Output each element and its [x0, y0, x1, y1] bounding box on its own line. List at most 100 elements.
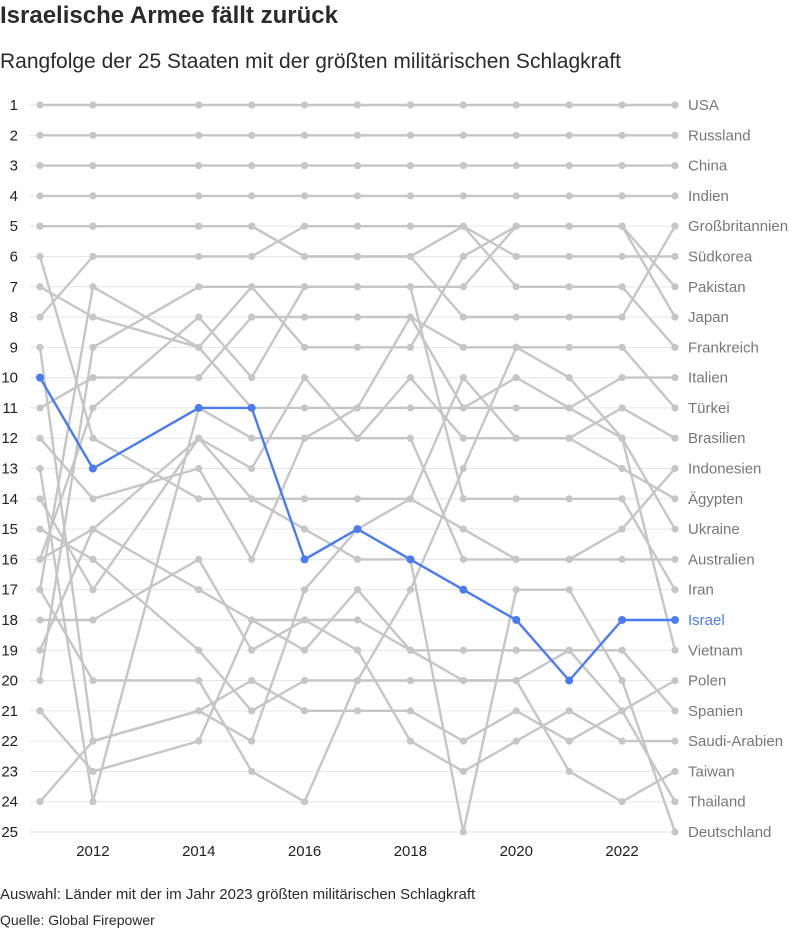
y-tick-label: 11 [2, 400, 18, 417]
data-point [248, 161, 256, 170]
data-point [512, 615, 521, 624]
data-point [36, 373, 44, 382]
data-point [459, 222, 467, 230]
series-line [38, 285, 677, 681]
data-point [618, 374, 626, 382]
data-point [195, 646, 203, 654]
data-point [406, 737, 415, 745]
data-point [353, 495, 362, 503]
data-point [300, 495, 309, 503]
gridlines [30, 104, 675, 833]
data-point [195, 283, 203, 291]
data-point [195, 101, 203, 109]
data-point [406, 646, 415, 654]
data-point [248, 313, 256, 321]
series-südkorea [36, 222, 679, 321]
data-point [618, 404, 626, 412]
data-point [406, 555, 415, 564]
data-point [671, 828, 679, 836]
chart-subtitle: Rangfolge der 25 Staaten mit der größten… [0, 50, 621, 73]
data-point [195, 707, 203, 715]
data-point [195, 161, 203, 170]
data-point [671, 252, 679, 261]
series-indien [36, 192, 679, 200]
y-tick-label: 6 [10, 248, 18, 265]
data-point [36, 434, 44, 442]
y-tick-label: 7 [10, 279, 18, 296]
series-line [39, 588, 676, 773]
series-label: Israel [688, 612, 725, 629]
data-point [195, 313, 203, 321]
series-deutschland [36, 252, 679, 836]
data-point [353, 525, 362, 534]
data-point [89, 525, 97, 533]
series-label: Türkei [688, 400, 730, 417]
data-point [406, 252, 415, 261]
data-point [300, 343, 309, 351]
data-point [353, 161, 362, 170]
data-point [89, 404, 97, 412]
data-point [36, 343, 44, 351]
data-point [195, 464, 203, 473]
series-label: Iran [688, 582, 714, 599]
data-point [565, 495, 573, 503]
data-point [195, 555, 203, 563]
data-point [300, 616, 309, 624]
y-tick-label: 5 [10, 218, 18, 235]
series-iran [36, 283, 679, 685]
series-line [38, 224, 677, 590]
series-vietnam [36, 343, 679, 806]
data-point [89, 616, 97, 624]
data-point [406, 404, 415, 412]
data-point [353, 616, 362, 624]
series-line [39, 315, 676, 409]
x-tick-label: 2016 [288, 843, 321, 860]
x-tick-label: 2018 [394, 843, 427, 860]
series-line [38, 256, 677, 834]
data-point [459, 374, 467, 382]
data-point [353, 131, 362, 139]
data-point [618, 252, 626, 261]
data-point [248, 767, 256, 776]
data-point [618, 707, 626, 715]
data-point [671, 161, 679, 170]
data-point [671, 646, 679, 654]
y-tick-label: 21 [1, 703, 18, 720]
data-point [248, 555, 256, 563]
y-tick-label: 8 [10, 309, 18, 326]
data-point [512, 222, 520, 230]
data-point [89, 798, 97, 806]
data-point [195, 434, 203, 442]
data-point [565, 101, 573, 109]
data-point [195, 343, 203, 351]
data-point [353, 434, 362, 442]
y-tick-label: 14 [1, 491, 18, 508]
series-brasilien [36, 343, 679, 745]
data-point [36, 616, 44, 624]
data-point [565, 192, 573, 200]
data-point [565, 767, 573, 776]
data-point [406, 192, 415, 200]
data-point [194, 403, 203, 412]
data-point [671, 192, 679, 200]
data-point [671, 222, 679, 230]
data-point [89, 131, 97, 139]
data-point [671, 404, 679, 412]
data-point [618, 464, 626, 473]
data-point [36, 252, 44, 261]
y-tick-label: 13 [1, 461, 18, 478]
x-tick-label: 2012 [76, 843, 109, 860]
data-point [512, 707, 520, 715]
data-point [36, 586, 44, 594]
data-point [195, 676, 203, 685]
data-point [565, 374, 573, 382]
data-point [459, 495, 467, 503]
data-point [89, 222, 97, 230]
data-point [512, 161, 520, 170]
data-point [300, 283, 309, 291]
data-point [353, 555, 362, 563]
y-tick-label: 18 [1, 612, 18, 629]
series-label: Russland [688, 127, 751, 144]
data-point [671, 101, 679, 109]
chart-note: Auswahl: Länder mit der im Jahr 2023 grö… [0, 886, 476, 903]
